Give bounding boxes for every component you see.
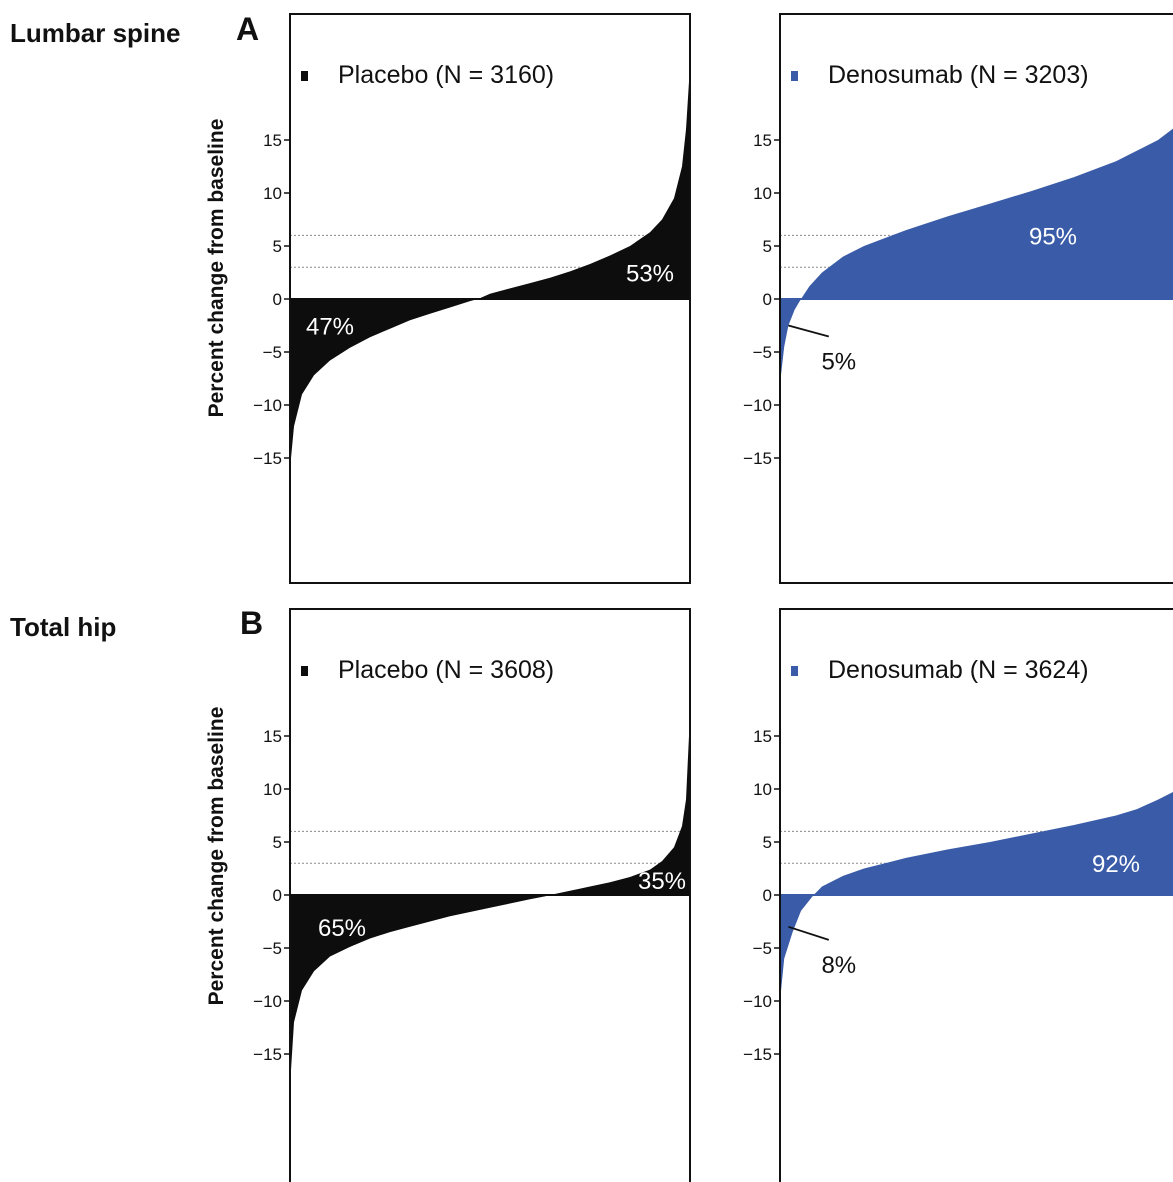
chart-panel-4: 15 10 5 0 −5 −10 −15 Denosumab (N = 3624) 92% 8%	[743, 608, 1173, 1182]
y-tick-label: −5	[263, 343, 282, 362]
y-tick-label: −10	[253, 396, 282, 415]
legend-label: Placebo (N = 3608)	[338, 656, 554, 684]
y-tick-label: 10	[263, 780, 282, 799]
y-tick-label: 5	[763, 833, 772, 852]
y-tick-label: −15	[253, 449, 282, 468]
y-tick-label: −10	[743, 992, 772, 1011]
y-tick-label: 10	[753, 780, 772, 799]
chart-panel-3: 15 10 5 0 −5 −10 −15 Placebo (N = 3608) 65% 35%	[253, 608, 691, 1182]
legend: Placebo (N = 3608)	[301, 656, 554, 684]
plot-frame	[289, 608, 691, 1182]
area-series	[780, 128, 1173, 384]
chart-panel-2: 15 10 5 0 −5 −10 −15 Denosumab (N = 3203) 95% 5%	[743, 13, 1173, 584]
y-tick-label: 15	[263, 727, 282, 746]
y-tick-label: 10	[753, 184, 772, 203]
y-tick-label: −10	[253, 992, 282, 1011]
y-tick-label: 5	[273, 237, 282, 256]
panel-letter-b: B	[240, 605, 263, 641]
legend: Placebo (N = 3160)	[301, 61, 554, 89]
annotation-label: 53%	[626, 261, 674, 288]
y-tick-label: −5	[753, 343, 772, 362]
legend-swatch	[791, 71, 798, 81]
y-tick-label: 5	[763, 237, 772, 256]
y-tick-label: 0	[273, 290, 282, 309]
area-series	[290, 714, 690, 1086]
y-tick-label: 15	[753, 727, 772, 746]
y-tick-label: −5	[263, 939, 282, 958]
y-axis-label-bottom: Percent change from baseline	[205, 707, 228, 1006]
annotation-label: 95%	[1029, 223, 1077, 250]
annotation-pointer	[788, 925, 830, 941]
y-tick-label: 15	[263, 131, 282, 150]
y-tick-label: −10	[743, 396, 772, 415]
legend-label: Denosumab (N = 3203)	[828, 61, 1089, 89]
y-axis-label-top: Percent change from baseline	[205, 119, 228, 418]
y-tick-label: −5	[753, 939, 772, 958]
y-tick-label: 0	[763, 886, 772, 905]
y-tick-label: −15	[743, 1045, 772, 1064]
row-label-total-hip: Total hip	[10, 612, 116, 642]
y-tick-label: 10	[263, 184, 282, 203]
annotation-pointer	[788, 324, 830, 338]
legend-label: Placebo (N = 3160)	[338, 61, 554, 89]
y-tick-label: 0	[763, 290, 772, 309]
legend-label: Denosumab (N = 3624)	[828, 656, 1089, 684]
annotation-label: 5%	[821, 348, 856, 375]
legend-swatch	[301, 666, 308, 676]
plot-frame	[779, 608, 1173, 1182]
y-tick-label: 15	[753, 131, 772, 150]
chart-panel-1: 15 10 5 0 −5 −10 −15 Placebo (N = 3160) 47% 53%	[253, 13, 691, 584]
legend-swatch	[791, 666, 798, 676]
annotation-label: 92%	[1092, 851, 1140, 878]
y-tick-label: 5	[273, 833, 282, 852]
legend-swatch	[301, 71, 308, 81]
annotation-label: 47%	[306, 314, 354, 341]
y-tick-label: 0	[273, 886, 282, 905]
area-series	[780, 792, 1173, 1001]
annotation-label: 65%	[318, 915, 366, 942]
panel-letter-a: A	[236, 11, 259, 47]
annotation-label: 35%	[638, 868, 686, 895]
area-series	[290, 65, 690, 469]
y-tick-label: −15	[253, 1045, 282, 1064]
y-tick-label: −15	[743, 449, 772, 468]
legend: Denosumab (N = 3624)	[791, 656, 1089, 684]
legend: Denosumab (N = 3203)	[791, 61, 1089, 89]
row-label-lumbar-spine: Lumbar spine	[10, 18, 180, 48]
annotation-label: 8%	[821, 952, 856, 979]
